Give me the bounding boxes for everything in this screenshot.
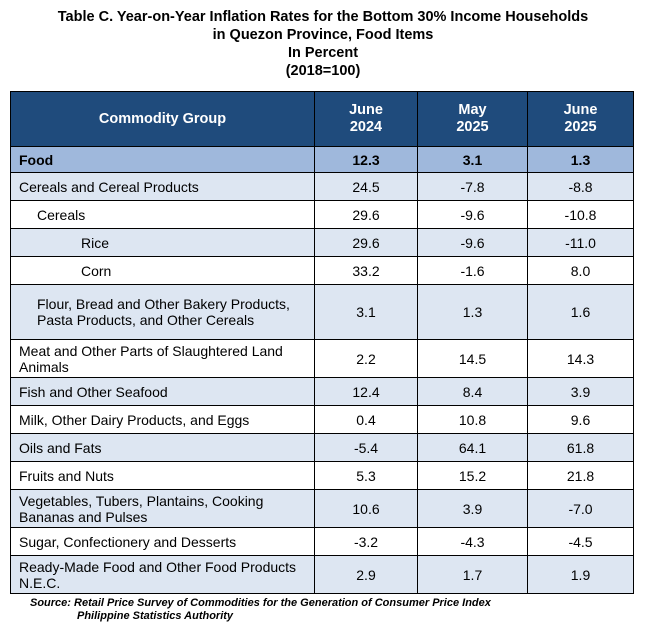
title-line-3: In Percent [287,45,359,61]
cell-may-2025: -9.6 [417,200,528,229]
table-row: Corn 33.2 -1.6 8.0 [10,256,634,285]
row-label: Cereals and Cereal Products [10,172,315,201]
header-june-2025: June 2025 [527,91,634,147]
cell-june-2025: -10.8 [527,200,634,229]
cell-may-2025: 1.7 [417,555,528,594]
cell-may-2025: 3.1 [417,146,528,173]
cell-may-2025: 64.1 [417,433,528,462]
cell-june-2025: 61.8 [527,433,634,462]
cell-june-2025: 1.9 [527,555,634,594]
cell-june-2024: 29.6 [314,200,418,229]
cell-may-2025: -9.6 [417,228,528,257]
cell-june-2025: -7.0 [527,489,634,528]
table-row: Cereals and Cereal Products 24.5 -7.8 -8… [10,172,634,201]
title-line-1: Table C. Year-on-Year Inflation Rates fo… [57,9,589,25]
row-label: Cereals [10,200,315,229]
cell-june-2024: 5.3 [314,461,418,490]
cell-may-2025: 14.5 [417,339,528,378]
inflation-table: Commodity Group June 2024 May 2025 June 202… [10,91,634,594]
table-row: Sugar, Confectionery and Desserts -3.2 -… [10,527,634,556]
cell-may-2025: 8.4 [417,377,528,406]
table-row: Milk, Other Dairy Products, and Eggs 0.4… [10,405,634,434]
header-june-2025-month: June [563,102,598,118]
cell-may-2025: -7.8 [417,172,528,201]
table-row: Flour, Bread and Other Bakery Products, … [10,284,634,340]
cell-june-2024: 10.6 [314,489,418,528]
row-label: Fruits and Nuts [10,461,315,490]
cell-june-2024: 12.4 [314,377,418,406]
source-line-2: Philippine Statistics Authority [77,610,234,622]
cell-june-2024: 33.2 [314,256,418,285]
cell-june-2025: 1.6 [527,284,634,340]
table-row: Vegetables, Tubers, Plantains, Cooking B… [10,489,634,528]
header-june-2025-year: 2025 [564,119,597,135]
cell-june-2024: -3.2 [314,527,418,556]
cell-june-2024: 2.9 [314,555,418,594]
cell-june-2025: 8.0 [527,256,634,285]
header-commodity-group: Commodity Group [10,91,315,147]
table-row: Fruits and Nuts 5.3 15.2 21.8 [10,461,634,490]
cell-june-2025: 3.9 [527,377,634,406]
cell-june-2024: -5.4 [314,433,418,462]
cell-june-2025: 9.6 [527,405,634,434]
header-row: Commodity Group June 2024 May 2025 June 202… [10,91,634,147]
cell-may-2025: 3.9 [417,489,528,528]
source-line-1: Source: Retail Price Survey of Commoditi… [30,597,491,609]
cell-june-2024: 29.6 [314,228,418,257]
source-note: Source: Retail Price Survey of Commoditi… [30,597,491,623]
cell-june-2025: -8.8 [527,172,634,201]
row-label: Sugar, Confectionery and Desserts [10,527,315,556]
row-label: Meat and Other Parts of Slaughtered Land… [10,339,315,378]
row-label: Ready-Made Food and Other Food Products … [10,555,315,594]
row-label: Food [10,146,315,173]
table-row: Meat and Other Parts of Slaughtered Land… [10,339,634,378]
table-row: Rice 29.6 -9.6 -11.0 [10,228,634,257]
row-label: Flour, Bread and Other Bakery Products, … [10,284,315,340]
title-line-2: in Quezon Province, Food Items [212,27,434,43]
header-may-2025: May 2025 [417,91,528,147]
cell-june-2024: 2.2 [314,339,418,378]
cell-june-2024: 12.3 [314,146,418,173]
table-row: Ready-Made Food and Other Food Products … [10,555,634,594]
cell-june-2024: 0.4 [314,405,418,434]
header-june-2024: June 2024 [314,91,418,147]
row-label: Oils and Fats [10,433,315,462]
header-june-2024-month: June [349,102,383,118]
cell-may-2025: 1.3 [417,284,528,340]
cell-may-2025: 15.2 [417,461,528,490]
row-label: Corn [10,256,315,285]
header-may-2025-month: May [458,102,487,118]
cell-may-2025: 10.8 [417,405,528,434]
row-label: Milk, Other Dairy Products, and Eggs [10,405,315,434]
cell-june-2025: 21.8 [527,461,634,490]
table-row: Food 12.3 3.1 1.3 [10,146,634,173]
table-row: Fish and Other Seafood 12.4 8.4 3.9 [10,377,634,406]
cell-june-2025: -4.5 [527,527,634,556]
cell-may-2025: -4.3 [417,527,528,556]
header-june-2024-year: 2024 [349,119,383,135]
title-line-4: (2018=100) [285,63,361,79]
table-row: Cereals 29.6 -9.6 -10.8 [10,200,634,229]
header-may-2025-year: 2025 [456,119,489,135]
cell-may-2025: -1.6 [417,256,528,285]
table-row: Oils and Fats -5.4 64.1 61.8 [10,433,634,462]
row-label: Rice [10,228,315,257]
cell-june-2025: -11.0 [527,228,634,257]
cell-june-2025: 1.3 [527,146,634,173]
cell-june-2025: 14.3 [527,339,634,378]
table-title: Table C. Year-on-Year Inflation Rates fo… [0,8,646,80]
cell-june-2024: 3.1 [314,284,418,340]
row-label: Vegetables, Tubers, Plantains, Cooking B… [10,489,315,528]
row-label: Fish and Other Seafood [10,377,315,406]
cell-june-2024: 24.5 [314,172,418,201]
